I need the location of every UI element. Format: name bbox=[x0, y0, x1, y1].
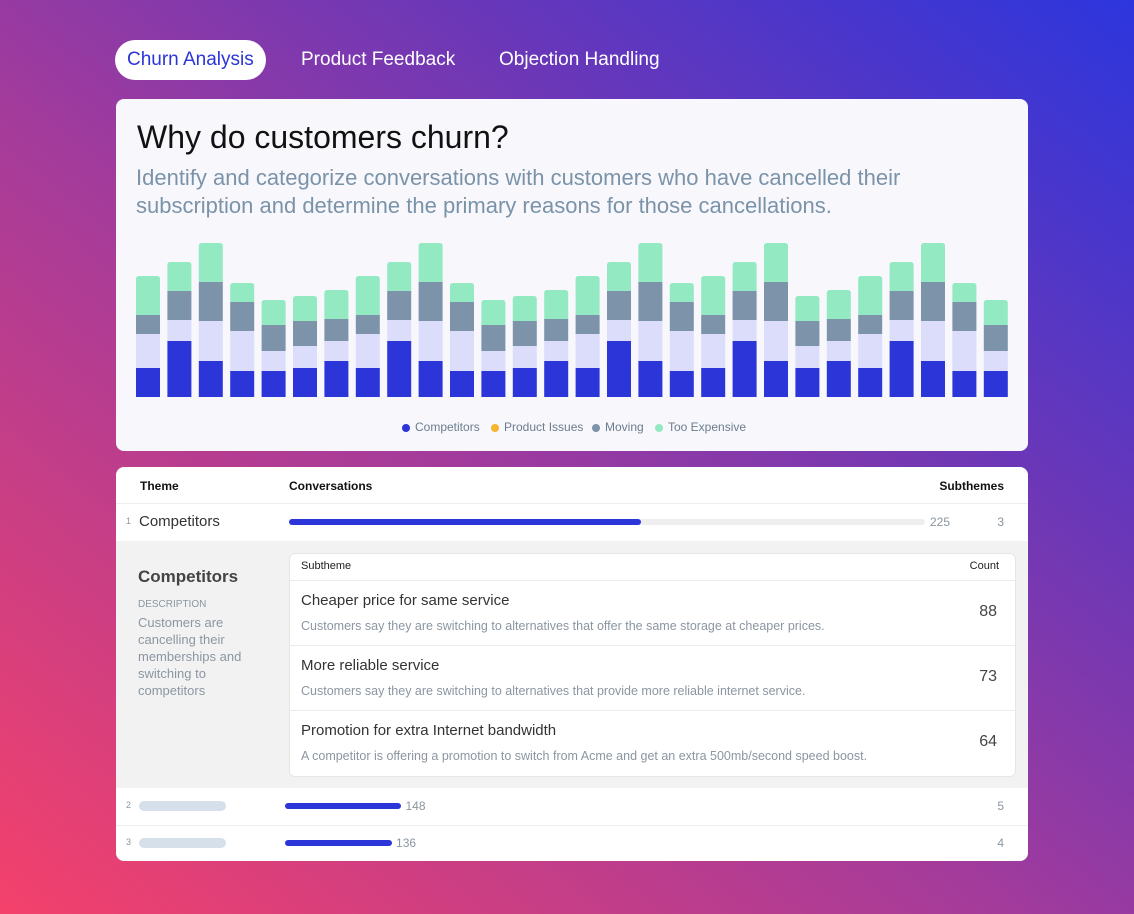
detail-title: Competitors bbox=[138, 567, 239, 586]
chart-title: Why do customers churn? bbox=[137, 119, 509, 155]
subtheme-name: Cheaper price for same service bbox=[301, 592, 510, 609]
subtheme-count: 4 bbox=[997, 836, 1004, 850]
description: Customers are cancelling their membershi… bbox=[138, 615, 242, 698]
tab[interactable]: Product Feedback bbox=[301, 49, 456, 70]
chart-card: Why do customers churn? Identify and cat… bbox=[116, 99, 1028, 451]
sub-header: Subtheme bbox=[301, 560, 352, 572]
conversation-bar bbox=[289, 519, 641, 525]
divider bbox=[116, 503, 1028, 504]
conversation-bar bbox=[285, 803, 402, 809]
theme-placeholder bbox=[139, 838, 226, 848]
subtheme-description: Customers say they are switching to alte… bbox=[301, 619, 825, 633]
subtheme-count: 5 bbox=[997, 799, 1004, 813]
divider bbox=[290, 580, 1015, 581]
subtheme-name: More reliable service bbox=[301, 657, 440, 674]
description-label: DESCRIPTION bbox=[138, 599, 207, 610]
column-header: Subthemes bbox=[939, 479, 1004, 493]
row-rank: 3 bbox=[126, 837, 132, 847]
column-header: Theme bbox=[140, 479, 179, 493]
conversation-count: 148 bbox=[405, 799, 426, 813]
conversation-count: 136 bbox=[396, 836, 417, 850]
row-rank: 1 bbox=[126, 516, 132, 526]
tab[interactable]: Churn Analysis bbox=[115, 40, 266, 80]
sub-header: Count bbox=[969, 560, 999, 572]
conversation-count: 225 bbox=[930, 515, 951, 529]
table-card: Theme Conversations Subthemes 1 Competitors 2… bbox=[116, 467, 1028, 861]
subtheme-count: 73 bbox=[979, 668, 997, 685]
subtheme-count: 3 bbox=[997, 515, 1004, 529]
subtheme-name: Promotion for extra Internet bandwidth bbox=[301, 722, 557, 739]
subtheme-card bbox=[289, 553, 1016, 777]
divider bbox=[290, 710, 1015, 711]
theme-name[interactable]: Competitors bbox=[139, 513, 220, 530]
row-rank: 2 bbox=[126, 800, 132, 810]
subtheme-description: A competitor is offering a promotion to … bbox=[301, 749, 868, 763]
divider bbox=[290, 645, 1015, 646]
subtheme-count: 64 bbox=[979, 733, 997, 750]
column-header: Conversations bbox=[289, 479, 373, 493]
subtheme-count: 88 bbox=[979, 603, 997, 620]
subtheme-description: Customers say they are switching to alte… bbox=[301, 684, 806, 698]
theme-placeholder bbox=[139, 801, 226, 811]
divider bbox=[116, 825, 1028, 826]
tab[interactable]: Objection Handling bbox=[499, 49, 660, 70]
conversation-bar bbox=[285, 840, 393, 846]
chart-subtitle: Identify and categorize conversations wi… bbox=[136, 165, 901, 218]
